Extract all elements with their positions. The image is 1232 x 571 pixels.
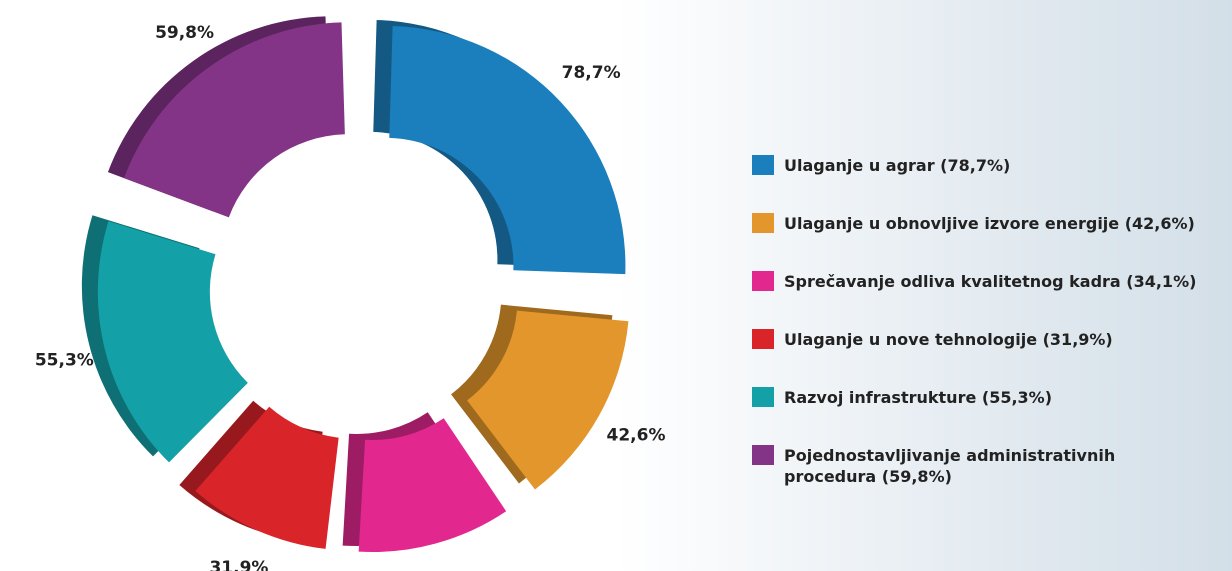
legend-swatch <box>752 155 774 175</box>
legend-label: Sprečavanje odliva kvalitetnog kadra (34… <box>784 272 1197 291</box>
value-label: 42,6% <box>607 426 666 446</box>
slice <box>195 406 339 549</box>
legend-item: Sprečavanje odliva kvalitetnog kadra (34… <box>752 271 1202 292</box>
slice <box>467 310 629 490</box>
legend-swatch <box>752 445 774 465</box>
slice <box>123 22 345 218</box>
legend-item: Razvoj infrastrukture (55,3%) <box>752 387 1202 408</box>
legend-item: Pojednostavljivanje administrativnih pro… <box>752 445 1202 487</box>
legend-swatch <box>752 271 774 291</box>
slice <box>389 25 626 275</box>
legend-swatch <box>752 329 774 349</box>
slice <box>358 418 507 553</box>
value-label: 31,9% <box>209 558 268 571</box>
value-label: 55,3% <box>35 351 94 371</box>
legend-swatch <box>752 213 774 233</box>
legend-item: Ulaganje u obnovljive izvore energije (4… <box>752 213 1202 234</box>
legend-item: Ulaganje u agrar (78,7%) <box>752 155 1202 176</box>
value-label: 78,7% <box>562 63 621 83</box>
legend-label: Ulaganje u nove tehnologije (31,9%) <box>784 330 1113 349</box>
legend-label: Pojednostavljivanje administrativnih pro… <box>784 446 1116 486</box>
legend-swatch <box>752 387 774 407</box>
legend-label: Ulaganje u agrar (78,7%) <box>784 156 1011 175</box>
legend-item: Ulaganje u nove tehnologije (31,9%) <box>752 329 1202 350</box>
value-label: 59,8% <box>155 23 214 43</box>
legend-label: Razvoj infrastrukture (55,3%) <box>784 388 1053 407</box>
legend-label: Ulaganje u obnovljive izvore energije (4… <box>784 214 1195 233</box>
legend: Ulaganje u agrar (78,7%) Ulaganje u obnov… <box>752 155 1202 524</box>
slice <box>97 221 248 463</box>
